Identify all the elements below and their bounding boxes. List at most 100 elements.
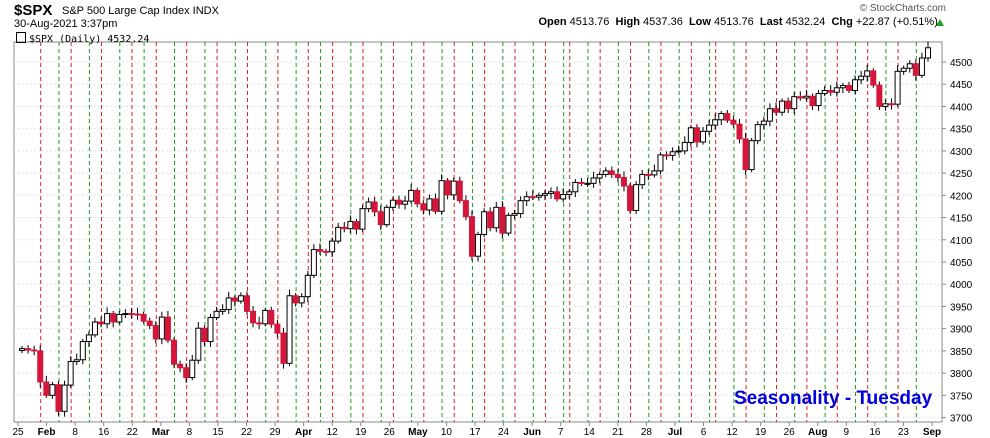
- y-tick-label: 3900: [950, 325, 973, 336]
- candle-body: [91, 321, 98, 336]
- candle-body: [627, 185, 634, 211]
- candle-body: [402, 200, 409, 205]
- candle-body: [426, 198, 433, 211]
- candle-body: [730, 119, 737, 125]
- chart-header: $SPX S&P 500 Large Cap Index INDX 30-Aug…: [0, 0, 990, 32]
- candle-body: [414, 189, 421, 205]
- candle-body: [809, 95, 816, 107]
- chg-label: Chg: [831, 16, 853, 28]
- candle-body: [651, 170, 658, 176]
- candle-body: [122, 313, 129, 316]
- candle-body: [61, 384, 68, 412]
- candle-body: [706, 124, 713, 132]
- candle-body: [31, 349, 38, 352]
- candle-body: [876, 84, 883, 107]
- candle-body: [541, 193, 548, 196]
- y-tick-label: 4500: [950, 58, 973, 69]
- candle-body: [79, 341, 86, 361]
- x-tick-label: 8: [187, 427, 193, 438]
- candle-body: [760, 120, 767, 126]
- candle-body: [779, 100, 786, 113]
- candle-body: [73, 359, 80, 363]
- x-tick-label: Sep: [923, 427, 941, 438]
- last-value: 4532.24: [785, 16, 826, 28]
- candle-body: [177, 363, 184, 369]
- candle-body: [596, 173, 603, 179]
- x-tick-label: May: [408, 427, 428, 438]
- symbol: $SPX: [14, 2, 53, 19]
- candle-body: [310, 249, 317, 276]
- candle-body: [128, 313, 135, 316]
- candle-body: [827, 89, 834, 93]
- candle-body: [791, 96, 798, 110]
- candle-body: [718, 113, 725, 121]
- candle-body: [438, 180, 445, 212]
- candle-body: [432, 198, 439, 212]
- candle-body: [450, 180, 457, 196]
- x-tick-label: Apr: [295, 427, 312, 438]
- series-legend: $SPX (Daily) 4532.24: [16, 32, 149, 45]
- x-tick-label: 9: [844, 427, 850, 438]
- candle-body: [256, 322, 263, 325]
- candle-body: [912, 63, 919, 76]
- candle-body: [250, 310, 257, 324]
- credit: © StockCharts.com: [859, 3, 946, 14]
- candle-body: [481, 211, 488, 235]
- candle-body: [25, 348, 32, 351]
- candle-body: [918, 57, 925, 76]
- candle-body: [286, 295, 293, 364]
- candle-body: [85, 334, 92, 343]
- legend-icon: [16, 32, 26, 43]
- candle-body: [858, 75, 865, 81]
- candle-body: [146, 320, 153, 327]
- candle-body: [359, 208, 366, 230]
- candle-body: [675, 150, 682, 153]
- candle-body: [772, 108, 779, 113]
- candle-body: [304, 274, 311, 298]
- candle-body: [365, 201, 372, 210]
- candle-body: [748, 140, 755, 171]
- candle-body: [657, 154, 664, 172]
- candle-body: [475, 233, 482, 257]
- candle-body: [493, 206, 500, 229]
- x-tick-label: 26: [384, 427, 396, 438]
- candle-body: [468, 216, 475, 257]
- candle-body: [669, 151, 676, 156]
- candle-body: [55, 384, 62, 412]
- candle-body: [98, 321, 105, 325]
- y-tick-label: 3950: [950, 302, 973, 313]
- candle-body: [815, 93, 822, 107]
- y-tick-label: 3800: [950, 369, 973, 380]
- x-tick-label: Jun: [523, 427, 541, 438]
- candle-body: [237, 295, 244, 302]
- y-tick-label: 4050: [950, 258, 973, 269]
- candle-body: [43, 381, 50, 396]
- candle-body: [371, 201, 378, 213]
- x-tick-label: 12: [727, 427, 739, 438]
- open-label: Open: [538, 16, 567, 28]
- candle-body: [505, 214, 512, 234]
- candle-body: [456, 180, 463, 202]
- candle-body: [584, 182, 591, 185]
- high-label: High: [615, 16, 640, 28]
- y-tick-label: 4200: [950, 191, 973, 202]
- candle-body: [262, 309, 269, 325]
- candle-body: [487, 211, 494, 229]
- candle-body: [420, 203, 427, 211]
- candle-body: [207, 317, 214, 343]
- candles: [19, 41, 931, 417]
- candle-body: [608, 170, 615, 175]
- datetime: 30-Aug-2021 3:37pm: [14, 18, 118, 30]
- candle-body: [408, 189, 415, 202]
- candle-body: [268, 309, 275, 325]
- candle-body: [134, 313, 141, 316]
- candle-body: [852, 79, 859, 91]
- y-tick-label: 4400: [950, 102, 973, 113]
- candle-body: [189, 359, 196, 379]
- x-tick-label: Jul: [668, 427, 683, 438]
- candle-body: [620, 177, 627, 187]
- low-value: 4513.76: [714, 16, 754, 28]
- candle-body: [833, 87, 840, 93]
- x-tick-label: 19: [355, 427, 367, 438]
- x-tick-label: 28: [641, 427, 653, 438]
